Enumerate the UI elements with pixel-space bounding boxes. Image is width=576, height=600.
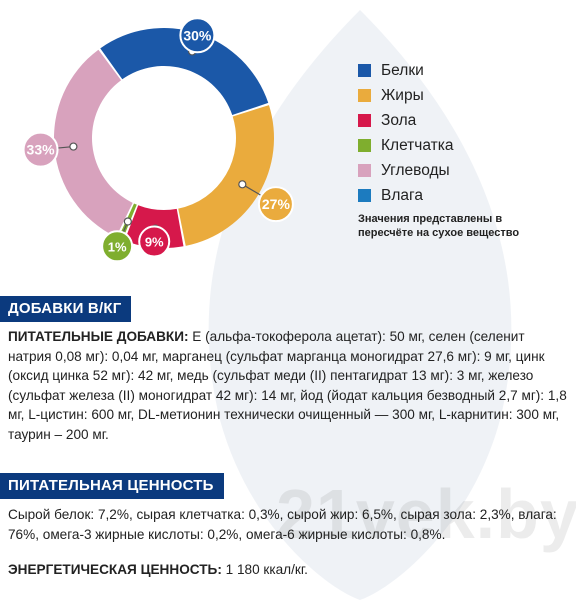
legend-item: Жиры bbox=[358, 83, 453, 108]
value-badge-fat bbox=[257, 186, 294, 223]
donut-chart: 30% 27% 9% 1% 33% bbox=[22, 17, 294, 263]
leader-dot bbox=[123, 217, 132, 226]
value-badge-ash bbox=[138, 225, 171, 258]
nutrition-paragraph: Сырой белок: 7,2%, сырая клетчатка: 0,3%… bbox=[8, 507, 557, 542]
legend-item: Углеводы bbox=[358, 158, 453, 183]
legend-label: Влага bbox=[381, 186, 423, 204]
legend-item: Влага bbox=[358, 183, 453, 208]
additives-lead: ПИТАТЕЛЬНЫЕ ДОБАВКИ: bbox=[8, 329, 189, 344]
legend-item: Зола bbox=[358, 108, 453, 133]
leader-dot bbox=[69, 142, 78, 151]
energy-text: 1 180 ккал/кг. bbox=[221, 562, 308, 577]
nutrition-header: ПИТАТЕЛЬНАЯ ЦЕННОСТЬ bbox=[0, 473, 224, 499]
legend-swatch-fat bbox=[358, 89, 371, 102]
energy-lead: ЭНЕРГЕТИЧЕСКАЯ ЦЕННОСТЬ: bbox=[8, 562, 222, 577]
legend-swatch-protein bbox=[358, 64, 371, 77]
donut-slice-fat bbox=[178, 105, 274, 246]
additives-header: ДОБАВКИ В/КГ bbox=[0, 296, 132, 322]
donut-slice-carbs bbox=[54, 49, 133, 238]
donut-slice-protein bbox=[100, 28, 269, 116]
value-badge-protein bbox=[179, 17, 216, 54]
value-badge-fiber bbox=[101, 230, 134, 263]
additives-text: Е (альфа-токоферола ацетат): 50 мг, селе… bbox=[8, 329, 567, 442]
leader-dot bbox=[238, 180, 247, 189]
value-badge-carbs bbox=[22, 131, 59, 168]
data-label: 1% bbox=[108, 239, 127, 254]
legend-label: Жиры bbox=[381, 86, 424, 104]
legend-label: Белки bbox=[381, 61, 424, 79]
chart-legend: Белки Жиры Зола Клетчатка Углеводы Влага bbox=[358, 58, 453, 208]
legend-swatch-ash bbox=[358, 114, 371, 127]
dry-matter-note: Значения представлены в пересчёте на сух… bbox=[358, 213, 520, 239]
watermark: 21vek.by bbox=[276, 475, 576, 553]
additives-paragraph: ПИТАТЕЛЬНЫЕ ДОБАВКИ: Е (альфа-токоферола… bbox=[8, 327, 570, 444]
legend-swatch-carbs bbox=[358, 164, 371, 177]
legend-swatch-moisture bbox=[358, 189, 371, 202]
data-label: 9% bbox=[145, 235, 164, 250]
legend-label: Клетчатка bbox=[381, 136, 454, 154]
energy-paragraph: ЭНЕРГЕТИЧЕСКАЯ ЦЕННОСТЬ: 1 180 ккал/кг. bbox=[8, 560, 570, 580]
data-label: 33% bbox=[27, 142, 56, 158]
data-label: 27% bbox=[262, 196, 291, 212]
legend-label: Зола bbox=[381, 111, 417, 129]
data-label: 30% bbox=[183, 27, 212, 43]
legend-item: Белки bbox=[358, 58, 453, 83]
legend-label: Углеводы bbox=[381, 161, 450, 179]
legend-swatch-fiber bbox=[358, 139, 371, 152]
legend-item: Клетчатка bbox=[358, 133, 453, 158]
